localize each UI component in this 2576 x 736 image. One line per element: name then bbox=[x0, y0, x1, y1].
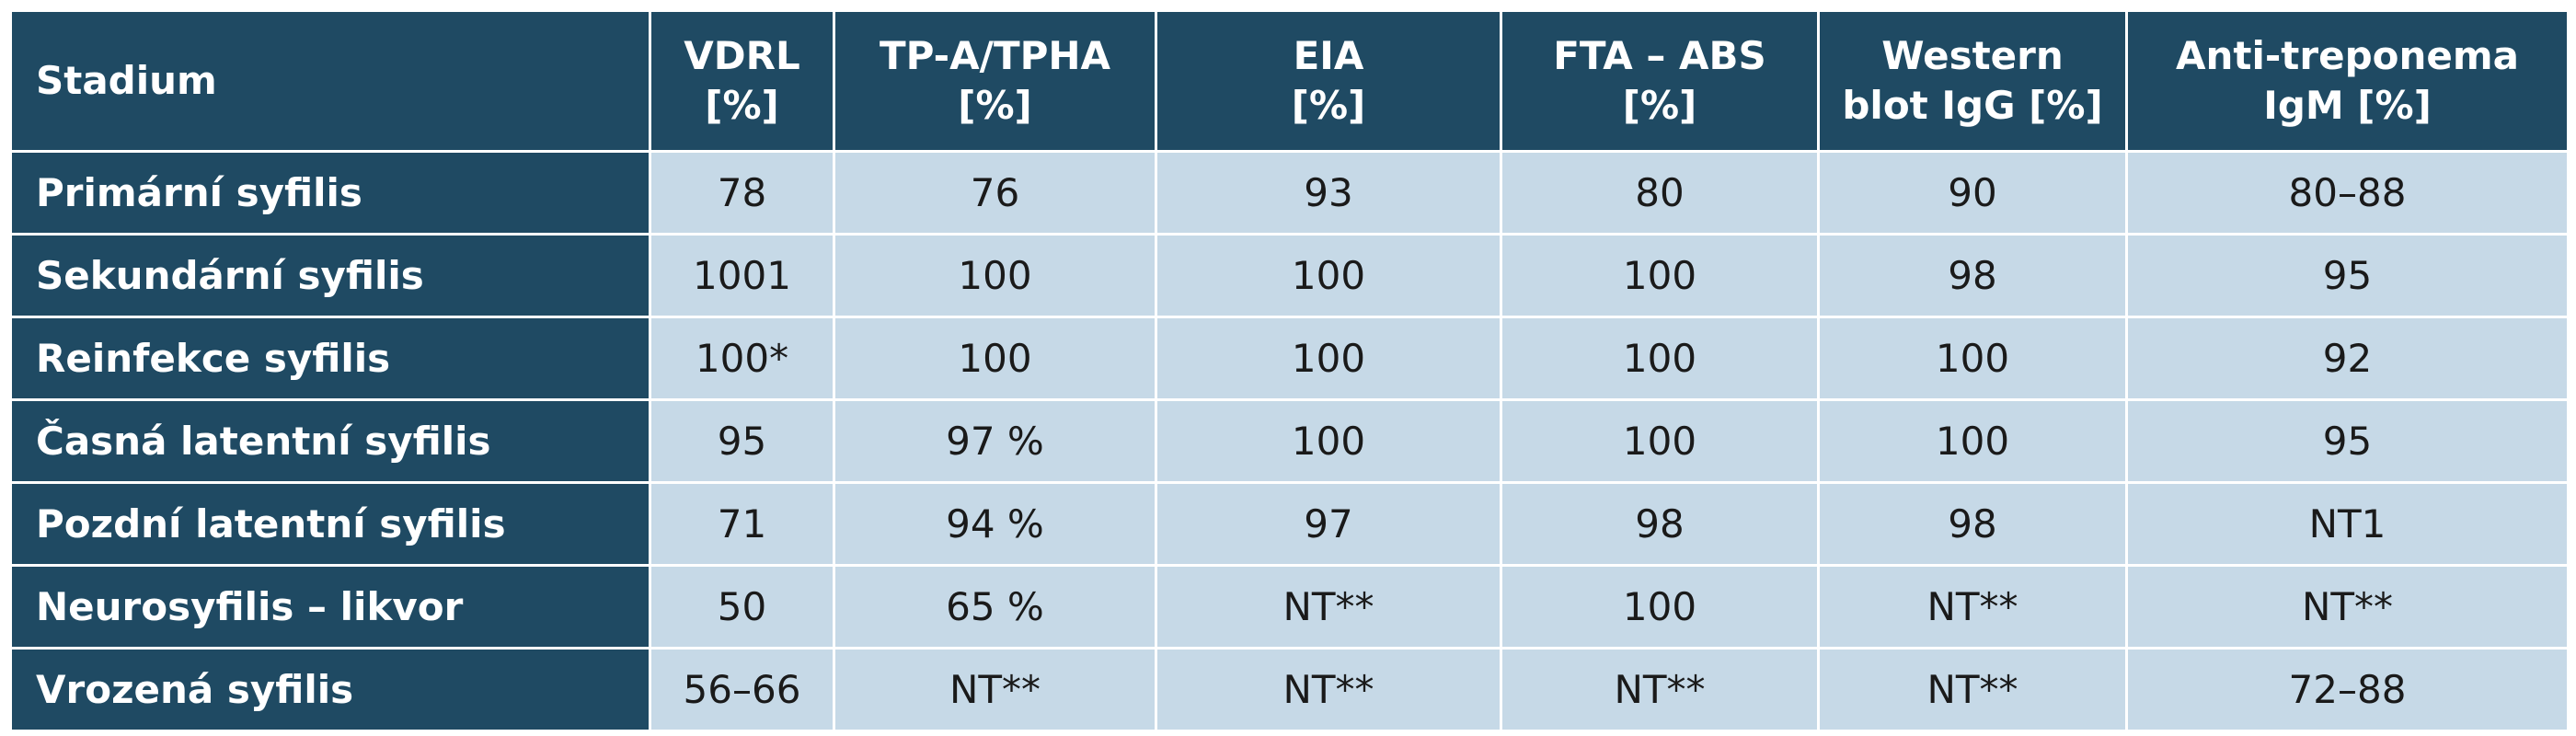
table-cell: 100 bbox=[833, 316, 1157, 401]
table-cell: 100 bbox=[1155, 316, 1502, 401]
header-line: [%] bbox=[705, 83, 779, 128]
header-line: [%] bbox=[1291, 83, 1366, 128]
header-row: Stadium VDRL [%] TP-A/TPHA [%] EIA [%] FTA – AB… bbox=[9, 9, 2570, 153]
table-cell: 94 % bbox=[833, 481, 1157, 567]
table-cell: 50 bbox=[649, 564, 835, 650]
table-cell: 80–88 bbox=[2125, 150, 2570, 236]
table-row: Vrozená syfilis 56–66 NT** NT** NT** NT** 72–8… bbox=[9, 647, 2570, 732]
table-cell: 93 bbox=[1155, 150, 1502, 236]
table-row: Reinfekce syfilis 100* 100 100 100 100 92 bbox=[9, 316, 2570, 401]
table-row: Časná latentní syfilis 95 97 % 100 100 100 95 bbox=[9, 398, 2570, 484]
row-label: Časná latentní syfilis bbox=[9, 398, 651, 484]
row-label: Reinfekce syfilis bbox=[9, 316, 651, 401]
table-cell: 100 bbox=[1500, 233, 1820, 318]
table-cell: 100* bbox=[649, 316, 835, 401]
header-cell: FTA – ABS [%] bbox=[1500, 9, 1820, 153]
table-cell: NT** bbox=[1817, 647, 2128, 732]
header-line: Anti-treponema bbox=[2176, 33, 2519, 78]
header-cell: Stadium bbox=[9, 9, 651, 153]
header-line: Western bbox=[1881, 33, 2064, 78]
table-cell: 1001 bbox=[649, 233, 835, 318]
header-cell: Western blot IgG [%] bbox=[1817, 9, 2128, 153]
table-cell: NT** bbox=[1155, 564, 1502, 650]
table-cell: 98 bbox=[1817, 233, 2128, 318]
table-cell: 97 % bbox=[833, 398, 1157, 484]
table-cell: 95 bbox=[649, 398, 835, 484]
header-line: blot IgG [%] bbox=[1842, 83, 2103, 128]
header-cell: VDRL [%] bbox=[649, 9, 835, 153]
table-cell: 100 bbox=[833, 233, 1157, 318]
table-cell: 56–66 bbox=[649, 647, 835, 732]
table-body: Primární syfilis 78 76 93 80 90 80–88 Sekundárn… bbox=[9, 150, 2570, 732]
table-cell: NT** bbox=[1500, 647, 1820, 732]
table-row: Sekundární syfilis 1001 100 100 100 98 95 bbox=[9, 233, 2570, 318]
table-row: Neurosyfilis – likvor 50 65 % NT** 100 NT** NT… bbox=[9, 564, 2570, 650]
table-cell: NT** bbox=[1155, 647, 1502, 732]
header-line: [%] bbox=[958, 83, 1032, 128]
table-cell: 100 bbox=[1155, 398, 1502, 484]
row-label: Pozdní latentní syfilis bbox=[9, 481, 651, 567]
row-label: Vrozená syfilis bbox=[9, 647, 651, 732]
table-cell: 92 bbox=[2125, 316, 2570, 401]
table-cell: NT1 bbox=[2125, 481, 2570, 567]
table-cell: NT** bbox=[2125, 564, 2570, 650]
table-cell: 100 bbox=[1817, 316, 2128, 401]
table-row: Primární syfilis 78 76 93 80 90 80–88 bbox=[9, 150, 2570, 236]
table-cell: 72–88 bbox=[2125, 647, 2570, 732]
header-cell: Anti-treponema IgM [%] bbox=[2125, 9, 2570, 153]
header-cell: EIA [%] bbox=[1155, 9, 1502, 153]
table-cell: 100 bbox=[1500, 398, 1820, 484]
table-cell: 95 bbox=[2125, 398, 2570, 484]
header-line: [%] bbox=[1622, 83, 1697, 128]
row-label: Sekundární syfilis bbox=[9, 233, 651, 318]
table-cell: NT** bbox=[1817, 564, 2128, 650]
table-cell: 97 bbox=[1155, 481, 1502, 567]
header-line: FTA – ABS bbox=[1553, 33, 1766, 78]
table-cell: NT** bbox=[833, 647, 1157, 732]
table-header: Stadium VDRL [%] TP-A/TPHA [%] EIA [%] FTA – AB… bbox=[9, 9, 2570, 153]
table-cell: 100 bbox=[1155, 233, 1502, 318]
table-cell: 78 bbox=[649, 150, 835, 236]
table-cell: 95 bbox=[2125, 233, 2570, 318]
row-label: Primární syfilis bbox=[9, 150, 651, 236]
table-cell: 100 bbox=[1500, 564, 1820, 650]
table-cell: 76 bbox=[833, 150, 1157, 236]
table-cell: 90 bbox=[1817, 150, 2128, 236]
table-cell: 98 bbox=[1500, 481, 1820, 567]
table-cell: 80 bbox=[1500, 150, 1820, 236]
data-table: Stadium VDRL [%] TP-A/TPHA [%] EIA [%] FTA – AB… bbox=[9, 9, 2570, 732]
header-line: TP-A/TPHA bbox=[879, 33, 1111, 78]
table-cell: 100 bbox=[1500, 316, 1820, 401]
table-cell: 98 bbox=[1817, 481, 2128, 567]
header-line: Stadium bbox=[36, 58, 217, 103]
table-cell: 100 bbox=[1817, 398, 2128, 484]
header-cell: TP-A/TPHA [%] bbox=[833, 9, 1157, 153]
header-line: EIA bbox=[1293, 33, 1364, 78]
table-row: Pozdní latentní syfilis 71 94 % 97 98 98 NT1 bbox=[9, 481, 2570, 567]
header-line: IgM [%] bbox=[2263, 83, 2432, 128]
header-line: VDRL bbox=[684, 33, 800, 78]
table-cell: 65 % bbox=[833, 564, 1157, 650]
table-cell: 71 bbox=[649, 481, 835, 567]
row-label: Neurosyfilis – likvor bbox=[9, 564, 651, 650]
